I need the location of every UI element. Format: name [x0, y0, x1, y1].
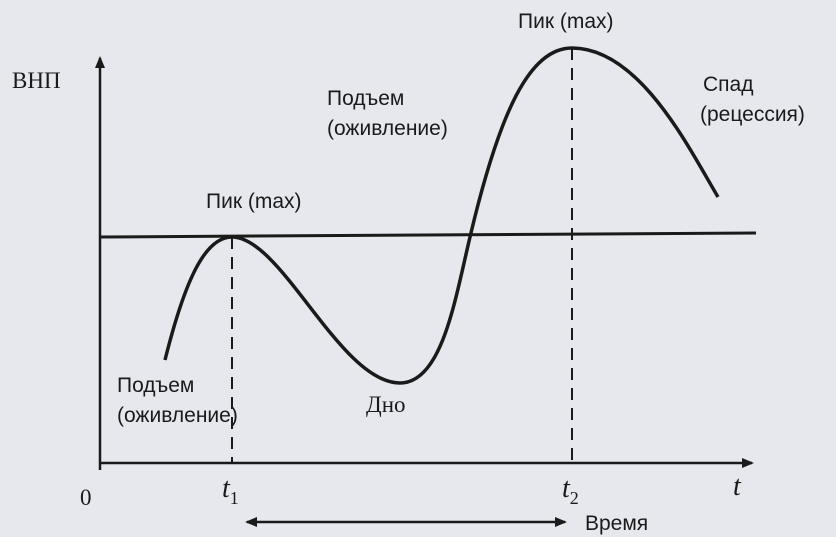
t2-subscript: 2: [570, 488, 579, 508]
recession-label: Спад: [703, 73, 753, 96]
t2-label: t2: [562, 473, 579, 508]
peak-label: Пик (max): [206, 190, 302, 213]
origin-label: 0: [80, 485, 92, 510]
t1-subscript: 1: [230, 488, 239, 508]
rise-label: (оживление): [117, 404, 238, 427]
t1-label: t1: [222, 473, 239, 508]
x-axis-label: t: [733, 471, 742, 502]
rise-label: (оживление): [327, 117, 448, 140]
t2-symbol: t: [562, 473, 571, 504]
trend-line: [99, 231, 757, 239]
cycle-curve: [163, 46, 720, 385]
peak-label: Пик (max): [518, 10, 614, 33]
t1-symbol: t: [222, 473, 231, 504]
rise-label: Подъем: [117, 374, 194, 397]
rise-label: Подъем: [327, 87, 404, 110]
duration-label: Время: [585, 512, 648, 535]
trough-label: Дно: [366, 392, 406, 417]
recession-label: (рецессия): [700, 103, 805, 126]
y-axis-label: ВНП: [12, 68, 61, 93]
